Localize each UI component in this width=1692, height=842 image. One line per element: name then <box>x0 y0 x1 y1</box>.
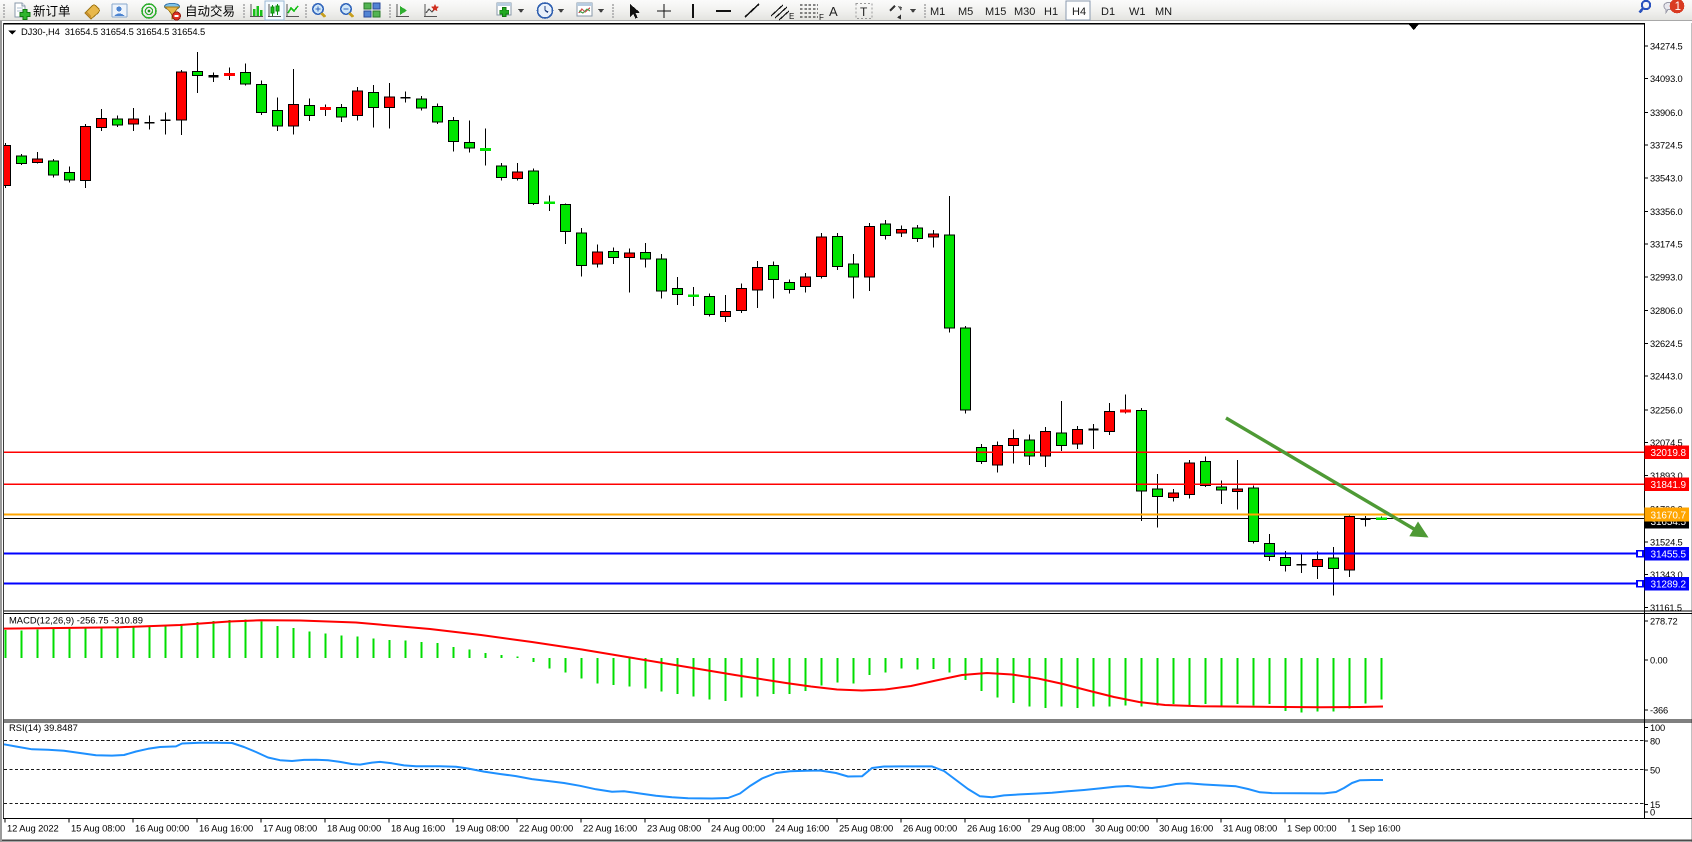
svg-text:A: A <box>829 4 838 19</box>
svg-text:32443.0: 32443.0 <box>1650 372 1683 382</box>
svg-text:31524.5: 31524.5 <box>1650 537 1683 547</box>
svg-text:19 Aug 08:00: 19 Aug 08:00 <box>455 823 509 834</box>
svg-text:32806.0: 32806.0 <box>1650 306 1683 316</box>
svg-text:22 Aug 16:00: 22 Aug 16:00 <box>583 823 637 834</box>
svg-text:1: 1 <box>1675 1 1681 13</box>
svg-text:15 Aug 08:00: 15 Aug 08:00 <box>71 823 125 834</box>
svg-text:32993.0: 32993.0 <box>1650 273 1683 283</box>
svg-text:25 Aug 08:00: 25 Aug 08:00 <box>839 823 893 834</box>
svg-text:-366: -366 <box>1650 706 1668 716</box>
svg-text:16 Aug 00:00: 16 Aug 00:00 <box>135 823 189 834</box>
svg-text:34274.5: 34274.5 <box>1650 41 1683 51</box>
svg-text:1 Sep 00:00: 1 Sep 00:00 <box>1287 823 1336 834</box>
svg-text:31670.7: 31670.7 <box>1651 510 1687 521</box>
svg-text:23 Aug 08:00: 23 Aug 08:00 <box>647 823 701 834</box>
svg-text:1 Sep 16:00: 1 Sep 16:00 <box>1351 823 1400 834</box>
svg-text:F: F <box>819 13 824 22</box>
svg-text:31841.9: 31841.9 <box>1651 480 1687 491</box>
svg-text:M1: M1 <box>930 6 945 18</box>
svg-text:M5: M5 <box>958 6 973 18</box>
svg-text:18 Aug 16:00: 18 Aug 16:00 <box>391 823 445 834</box>
svg-text:34093.0: 34093.0 <box>1650 74 1683 84</box>
svg-text:31161.5: 31161.5 <box>1650 603 1682 613</box>
svg-text:24 Aug 16:00: 24 Aug 16:00 <box>775 823 829 834</box>
svg-text:MACD(12,26,9) -256.75 -310.89: MACD(12,26,9) -256.75 -310.89 <box>9 615 143 626</box>
svg-text:32256.0: 32256.0 <box>1650 405 1683 415</box>
svg-text:M15: M15 <box>985 6 1006 18</box>
svg-text:H4: H4 <box>1072 6 1086 18</box>
svg-text:D1: D1 <box>1101 6 1115 18</box>
svg-text:DJ30-,H4 31654.5 31654.5 3165: DJ30-,H4 31654.5 31654.5 31654.5 31654.5 <box>21 26 205 37</box>
svg-text:15: 15 <box>1650 800 1660 810</box>
svg-text:26 Aug 16:00: 26 Aug 16:00 <box>967 823 1021 834</box>
svg-text:50: 50 <box>1650 766 1660 776</box>
svg-text:0: 0 <box>1650 808 1655 818</box>
svg-text:17 Aug 08:00: 17 Aug 08:00 <box>263 823 317 834</box>
svg-text:32019.8: 32019.8 <box>1651 448 1687 459</box>
svg-text:M30: M30 <box>1014 6 1035 18</box>
svg-text:22 Aug 00:00: 22 Aug 00:00 <box>519 823 573 834</box>
svg-text:18 Aug 00:00: 18 Aug 00:00 <box>327 823 381 834</box>
svg-text:33543.0: 33543.0 <box>1650 173 1683 183</box>
svg-text:12 Aug 2022: 12 Aug 2022 <box>7 823 59 834</box>
svg-text:31289.2: 31289.2 <box>1651 579 1687 590</box>
svg-text:33356.0: 33356.0 <box>1650 207 1683 217</box>
svg-text:100: 100 <box>1650 723 1665 733</box>
svg-text:新订单: 新订单 <box>33 4 71 19</box>
svg-text:33174.5: 33174.5 <box>1650 240 1683 250</box>
svg-text:24 Aug 00:00: 24 Aug 00:00 <box>711 823 765 834</box>
svg-text:自动交易: 自动交易 <box>185 4 235 19</box>
svg-text:MN: MN <box>1155 6 1172 18</box>
svg-text:30 Aug 16:00: 30 Aug 16:00 <box>1159 823 1213 834</box>
svg-text:26 Aug 00:00: 26 Aug 00:00 <box>903 823 957 834</box>
svg-text:31893.0: 31893.0 <box>1650 471 1683 481</box>
svg-text:0.00: 0.00 <box>1650 656 1668 666</box>
svg-text:W1: W1 <box>1129 6 1146 18</box>
svg-text:80: 80 <box>1650 737 1660 747</box>
svg-text:33724.5: 33724.5 <box>1650 141 1683 151</box>
svg-text:32074.5: 32074.5 <box>1650 438 1683 448</box>
svg-text:16 Aug 16:00: 16 Aug 16:00 <box>199 823 253 834</box>
svg-text:RSI(14) 39.8487: RSI(14) 39.8487 <box>9 722 78 733</box>
svg-text:31 Aug 08:00: 31 Aug 08:00 <box>1223 823 1277 834</box>
svg-text:31654.5: 31654.5 <box>1651 517 1687 528</box>
svg-text:278.72: 278.72 <box>1650 617 1678 627</box>
svg-text:E: E <box>789 12 794 21</box>
svg-text:T: T <box>860 5 868 19</box>
svg-text:33906.0: 33906.0 <box>1650 108 1683 118</box>
svg-text:H1: H1 <box>1044 6 1058 18</box>
svg-text:30 Aug 00:00: 30 Aug 00:00 <box>1095 823 1149 834</box>
svg-text:31455.5: 31455.5 <box>1651 549 1687 560</box>
svg-text:29 Aug 08:00: 29 Aug 08:00 <box>1031 823 1085 834</box>
svg-text:32624.5: 32624.5 <box>1650 339 1683 349</box>
svg-text:31343.0: 31343.0 <box>1650 570 1683 580</box>
